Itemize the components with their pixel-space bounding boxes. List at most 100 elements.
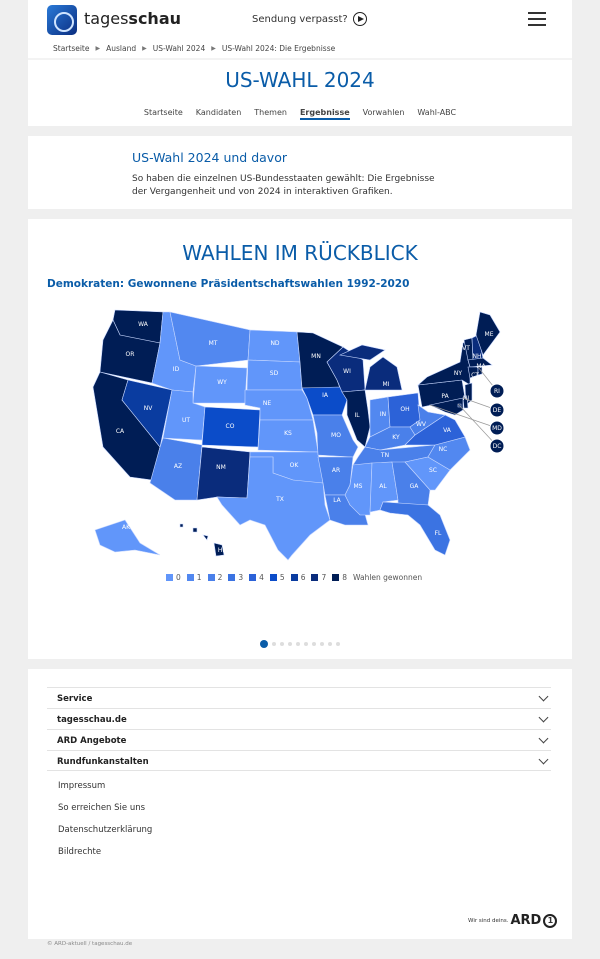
carousel-dot[interactable] <box>296 642 300 646</box>
legend-value: 3 <box>238 573 244 582</box>
accordion-tagesschau[interactable]: tagesschau.de <box>47 708 551 729</box>
carousel-dot[interactable] <box>320 642 324 646</box>
state-label: AR <box>332 467 340 474</box>
chevron-down-icon <box>538 754 549 765</box>
breadcrumb-item[interactable]: Ausland <box>106 44 137 53</box>
carousel-dot[interactable] <box>272 642 276 646</box>
chart-section: WAHLEN IM RÜCKBLICK Demokraten: Gewonnen… <box>28 219 572 659</box>
carousel-dot[interactable] <box>260 640 268 648</box>
chevron-down-icon <box>538 733 549 744</box>
legend-item: 7 <box>311 573 326 582</box>
us-map: WA OR CA NV ID MT WY UT CO AZ NM ND SD NE KS OK TX MN IA MO… <box>92 309 505 561</box>
state-label: MO <box>331 432 341 439</box>
sendung-verpasst-link[interactable]: Sendung verpasst? <box>252 12 367 26</box>
state-wv[interactable] <box>409 404 446 436</box>
divider <box>28 58 572 60</box>
state-sc[interactable] <box>404 456 451 491</box>
state-fl[interactable] <box>379 501 451 556</box>
legend-value: 6 <box>300 573 306 582</box>
legend-swatch <box>186 574 194 581</box>
legend-value: 8 <box>342 573 348 582</box>
state-label: WY <box>217 379 227 386</box>
state-label: AK <box>122 524 131 531</box>
legend-swatch <box>290 574 298 581</box>
state-mo[interactable] <box>312 414 359 458</box>
state-marker-de[interactable] <box>489 402 505 418</box>
state-label: NV <box>144 405 153 412</box>
footer: Service tagesschau.de ARD Angebote Rundf… <box>28 669 572 939</box>
state-de[interactable] <box>462 397 469 409</box>
link-kontakt[interactable]: So erreichen Sie uns <box>58 803 146 813</box>
brand-name[interactable]: tagesschau <box>84 9 181 28</box>
state-nc[interactable] <box>427 436 471 471</box>
state-label: RI <box>494 388 500 395</box>
sendung-label: Sendung verpasst? <box>252 13 348 25</box>
carousel-dot[interactable] <box>312 642 316 646</box>
breadcrumb-item[interactable]: Startseite <box>53 44 90 53</box>
header: tagesschau Sendung verpasst? Startseite ▶… <box>28 0 572 126</box>
link-bildrechte[interactable]: Bildrechte <box>58 847 102 857</box>
carousel-dot[interactable] <box>336 642 340 646</box>
link-datenschutz[interactable]: Datenschutzerklärung <box>58 825 153 835</box>
state-hi[interactable] <box>179 523 225 557</box>
state-tx[interactable] <box>216 456 331 561</box>
carousel-dot[interactable] <box>288 642 292 646</box>
carousel-pagination <box>260 640 340 648</box>
ard-logo[interactable]: Wir sind deins. ARD 1 <box>468 913 558 928</box>
tab-vorwahlen[interactable]: Vorwahlen <box>362 108 405 117</box>
carousel-dot[interactable] <box>280 642 284 646</box>
page-title: US-WAHL 2024 <box>225 68 375 92</box>
state-label: MT <box>209 340 218 347</box>
state-az[interactable] <box>149 437 203 501</box>
state-me[interactable] <box>475 311 501 356</box>
tab-ergebnisse[interactable]: Ergebnisse <box>299 108 350 120</box>
state-label: MD <box>492 425 502 432</box>
state-label: FL <box>435 530 442 537</box>
legend-swatch <box>228 574 236 581</box>
state-marker-dc[interactable] <box>489 438 505 454</box>
state-label: DE <box>493 407 502 414</box>
accordion-rundfunkanstalten[interactable]: Rundfunkanstalten <box>47 750 551 771</box>
legend: 0 1 2 3 4 5 6 7 8 Wahlen gewonnen <box>166 573 422 582</box>
state-ak[interactable] <box>94 519 161 556</box>
state-label: NE <box>263 400 271 407</box>
state-label: VT <box>462 345 470 352</box>
triangle-icon: ▶ <box>211 45 216 52</box>
state-mi[interactable] <box>338 344 403 391</box>
legend-item: 5 <box>269 573 285 582</box>
state-ma[interactable] <box>467 357 493 368</box>
legend-value: 4 <box>259 573 264 582</box>
state-marker-md[interactable] <box>489 420 505 436</box>
breadcrumb-item[interactable]: US-Wahl 2024 <box>152 44 206 53</box>
copyright: © ARD-aktuell / tagesschau.de <box>47 941 133 947</box>
state-label: NC <box>439 446 448 453</box>
tagesschau-logo[interactable] <box>47 5 77 35</box>
state-nm[interactable] <box>196 446 251 501</box>
breadcrumb-item[interactable]: US-Wahl 2024: Die Ergebnisse <box>221 44 336 53</box>
state-mt[interactable] <box>169 311 251 367</box>
state-label: OH <box>400 406 409 413</box>
state-label: HI <box>218 547 225 554</box>
carousel-dot[interactable] <box>304 642 308 646</box>
accordion-service[interactable]: Service <box>47 687 551 708</box>
state-label: WV <box>416 421 427 428</box>
tab-themen[interactable]: Themen <box>254 108 287 117</box>
state-md[interactable] <box>429 397 464 416</box>
menu-icon[interactable] <box>528 12 546 26</box>
tab-startseite[interactable]: Startseite <box>143 108 183 117</box>
legend-item: 1 <box>186 573 202 582</box>
state-label: VA <box>443 427 452 434</box>
accordion-ard-angebote[interactable]: ARD Angebote <box>47 729 551 750</box>
link-impressum[interactable]: Impressum <box>58 781 106 791</box>
state-label: LA <box>333 497 341 504</box>
accordion-label: tagesschau.de <box>57 715 127 725</box>
state-label: GA <box>410 483 420 490</box>
state-label: OK <box>290 462 300 469</box>
carousel-dot[interactable] <box>328 642 332 646</box>
triangle-icon: ▶ <box>142 45 147 52</box>
state-ri[interactable] <box>477 366 483 376</box>
tab-kandidaten[interactable]: Kandidaten <box>195 108 242 117</box>
intro-heading: US-Wahl 2024 und davor <box>132 150 287 165</box>
state-marker-ri[interactable] <box>489 383 505 399</box>
tab-wahl-abc[interactable]: Wahl-ABC <box>417 108 457 117</box>
